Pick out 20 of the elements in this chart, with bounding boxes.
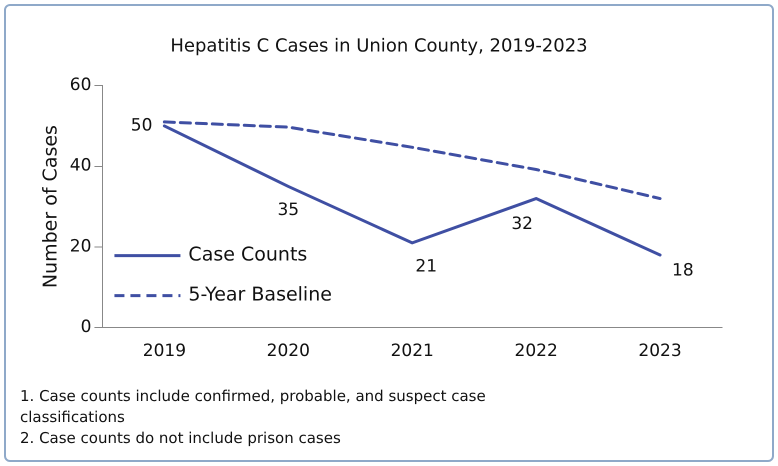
- x-tick-label: 2020: [266, 341, 310, 362]
- data-label: 18: [672, 260, 694, 280]
- data-label: 21: [415, 256, 438, 276]
- y-tick-label: 40: [70, 156, 92, 176]
- data-label: 32: [511, 214, 533, 234]
- text: 1. Case counts include confirmed, probable, and suspect case classifications: [20, 386, 487, 428]
- x-tick-label: 2021: [390, 341, 434, 362]
- y-tick-label: 20: [70, 236, 92, 256]
- x-tick-label: 2023: [638, 341, 682, 362]
- x-tick-label: 2019: [142, 341, 186, 362]
- legend-label: 5-Year Baseline: [188, 284, 332, 306]
- data-label: 35: [277, 200, 300, 220]
- y-tick-label: 60: [70, 75, 92, 96]
- data-label: 50: [130, 115, 152, 136]
- legend-label: Case Counts: [188, 244, 308, 266]
- text: 2. Case counts do not include prison cases: [20, 428, 342, 449]
- y-tick-label: 0: [80, 317, 92, 338]
- chart-title: Hepatitis C Cases in Union County, 2019-2023: [170, 35, 588, 56]
- x-tick-label: 2022: [514, 341, 558, 362]
- y-axis-title: Number of Cases: [39, 125, 62, 288]
